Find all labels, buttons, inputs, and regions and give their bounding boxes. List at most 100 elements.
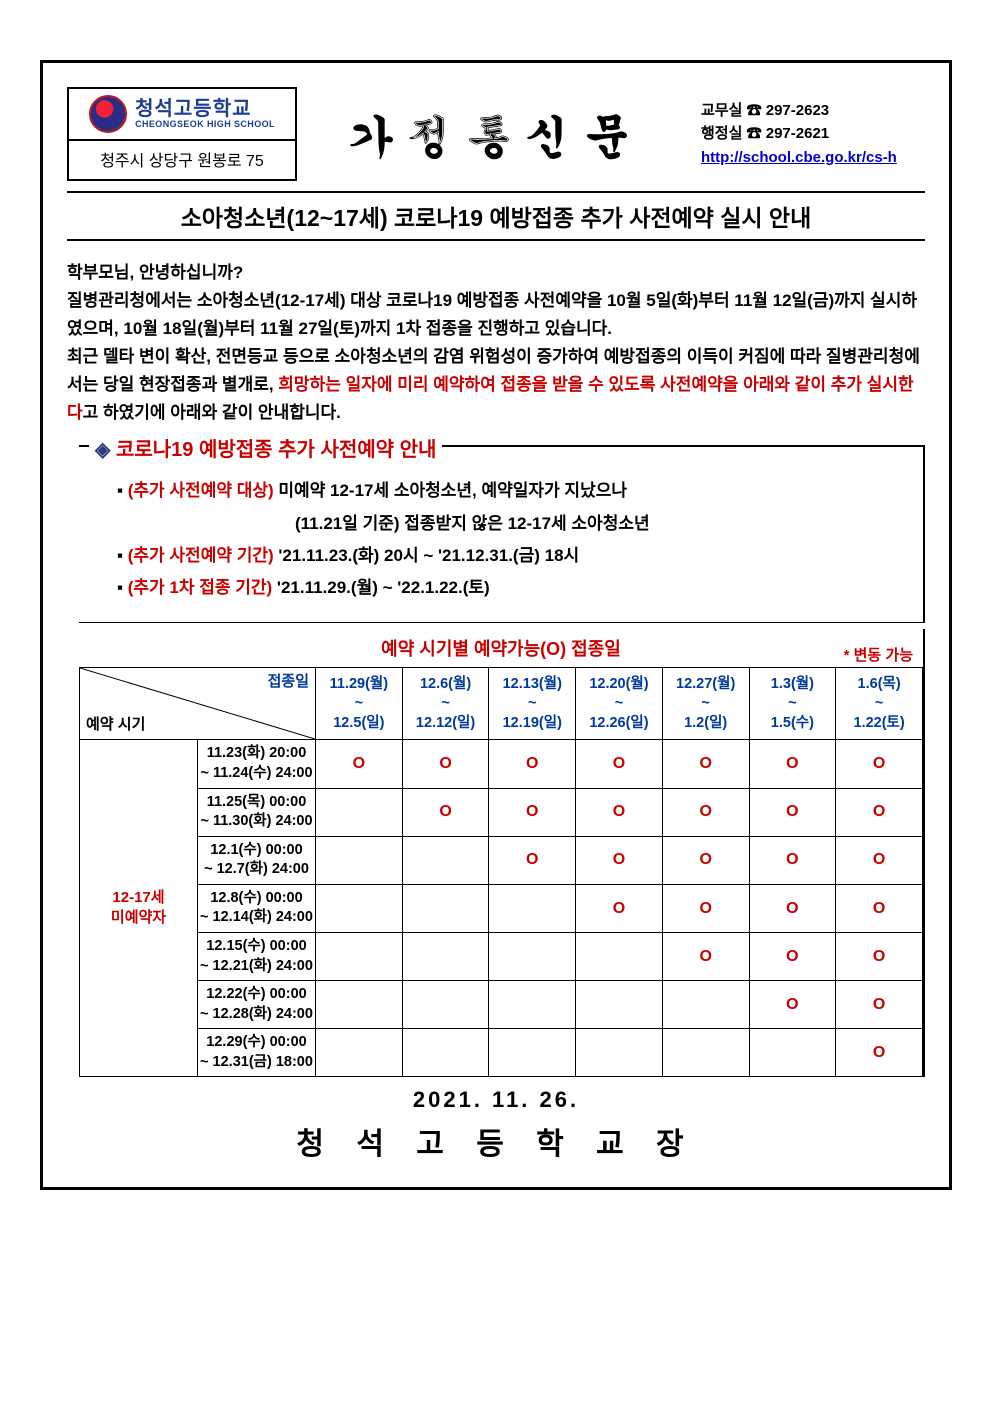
availability-cell [402, 932, 489, 980]
header: 청석고등학교 CHEONGSEOK HIGH SCHOOL 청주시 상당구 원봉… [67, 87, 925, 181]
school-name-en: CHEONGSEOK HIGH SCHOOL [135, 120, 275, 129]
col-header-2: 12.6(월)~12.12(일) [402, 668, 489, 740]
availability-cell: O [749, 788, 836, 836]
table-row: 12.8(수) 00:00~ 12.14(화) 24:00OOOO [80, 884, 923, 932]
availability-cell: O [402, 788, 489, 836]
table-body: 12-17세미예약자11.23(화) 20:00~ 11.24(수) 24:00… [80, 740, 923, 1077]
school-logo-icon [89, 95, 127, 133]
col-header-4: 12.20(월)~12.26(일) [576, 668, 663, 740]
availability-cell: O [576, 740, 663, 788]
footer-date: 2021. 11. 26. [67, 1087, 925, 1113]
period-cell: 12.8(수) 00:00~ 12.14(화) 24:00 [198, 884, 316, 932]
availability-cell: O [836, 981, 923, 1029]
availability-cell [576, 932, 663, 980]
school-website-link[interactable]: http://school.cbe.go.kr/cs-h [701, 146, 897, 169]
availability-cell: O [836, 788, 923, 836]
availability-cell: O [836, 836, 923, 884]
info-box: ◈ 코로나19 예방접종 추가 사전예약 안내 (추가 사전예약 대상) 미예약… [79, 445, 925, 623]
availability-cell: O [402, 740, 489, 788]
contact-line-1: 교무실 ☎ 297-2623 [701, 99, 829, 122]
col-header-7: 1.6(목)~1.22(토) [836, 668, 923, 740]
availability-cell [316, 884, 403, 932]
availability-cell: O [836, 1029, 923, 1077]
availability-cell [402, 836, 489, 884]
availability-cell: O [662, 884, 749, 932]
period-cell: 12.1(수) 00:00~ 12.7(화) 24:00 [198, 836, 316, 884]
body-paragraph-1: 질병관리청에서는 소아청소년(12-17세) 대상 코로나19 예방접종 사전예… [67, 287, 925, 343]
info-item-3: (추가 1차 접종 기간) '21.11.29.(월) ~ '22.1.22.(… [117, 572, 903, 604]
schedule-table-wrap: 예약 시기별 예약가능(O) 접종일 * 변동 가능 접종일 예약 시기 11.… [79, 629, 925, 1077]
col-header-1: 11.29(월)~12.5(일) [316, 668, 403, 740]
availability-cell [576, 981, 663, 1029]
availability-cell [489, 884, 576, 932]
availability-cell: O [836, 740, 923, 788]
availability-cell: O [749, 836, 836, 884]
period-cell: 11.23(화) 20:00~ 11.24(수) 24:00 [198, 740, 316, 788]
school-name-ko: 청석고등학교 [135, 99, 275, 120]
availability-cell: O [576, 788, 663, 836]
school-address: 청주시 상당구 원봉로 75 [67, 141, 297, 181]
greeting-line: 학부모님, 안녕하십니까? [67, 259, 925, 287]
availability-cell: O [489, 788, 576, 836]
table-caption: 예약 시기별 예약가능(O) 접종일 [381, 635, 621, 661]
document-frame: 청석고등학교 CHEONGSEOK HIGH SCHOOL 청주시 상당구 원봉… [40, 60, 952, 1190]
availability-cell: O [576, 836, 663, 884]
availability-cell [749, 1029, 836, 1077]
footer-signature: 청 석 고 등 학 교 장 [67, 1119, 925, 1163]
availability-cell: O [749, 740, 836, 788]
period-cell: 12.22(수) 00:00~ 12.28(화) 24:00 [198, 981, 316, 1029]
availability-cell: O [316, 740, 403, 788]
diag-top-label: 접종일 [268, 672, 309, 692]
table-row: 12-17세미예약자11.23(화) 20:00~ 11.24(수) 24:00… [80, 740, 923, 788]
info-item-1-label: (추가 사전예약 대상) [128, 481, 279, 500]
subject-title: 소아청소년(12~17세) 코로나19 예방접종 추가 사전예약 실시 안내 [67, 191, 925, 241]
availability-cell: O [749, 981, 836, 1029]
diag-bottom-label: 예약 시기 [86, 715, 145, 735]
availability-cell: O [662, 788, 749, 836]
availability-cell: O [662, 932, 749, 980]
info-item-1: (추가 사전예약 대상) 미예약 12-17세 소아청소년, 예약일자가 지났으… [117, 475, 903, 540]
period-cell: 12.29(수) 00:00~ 12.31(금) 18:00 [198, 1029, 316, 1077]
info-item-2: (추가 사전예약 기간) '21.11.23.(화) 20시 ~ '21.12.… [117, 540, 903, 572]
table-row: 12.29(수) 00:00~ 12.31(금) 18:00 O [80, 1029, 923, 1077]
contact-line-2: 행정실 ☎ 297-2621 [701, 122, 829, 145]
header-contacts: 교무실 ☎ 297-2623 행정실 ☎ 297-2621 http://sch… [695, 87, 925, 181]
body-text: 학부모님, 안녕하십니까? 질병관리청에서는 소아청소년(12-17세) 대상 … [67, 259, 925, 427]
availability-cell: O [489, 740, 576, 788]
availability-cell [316, 788, 403, 836]
school-name-text: 청석고등학교 CHEONGSEOK HIGH SCHOOL [135, 99, 275, 129]
availability-cell: O [836, 884, 923, 932]
body-p2-post: 고 하였기에 아래와 같이 안내합니다. [83, 403, 341, 422]
availability-cell [576, 1029, 663, 1077]
table-row: 11.25(목) 00:00~ 11.30(화) 24:00OOOOOO [80, 788, 923, 836]
info-title-text: 코로나19 예방접종 추가 사전예약 안내 [116, 439, 436, 461]
info-item-3-label: (추가 1차 접종 기간) [128, 578, 277, 597]
availability-cell: O [749, 932, 836, 980]
availability-cell [662, 1029, 749, 1077]
availability-cell: O [836, 932, 923, 980]
header-left: 청석고등학교 CHEONGSEOK HIGH SCHOOL 청주시 상당구 원봉… [67, 87, 297, 181]
col-header-5: 12.27(월)~1.2(일) [662, 668, 749, 740]
info-item-2-label: (추가 사전예약 기간) [128, 546, 279, 565]
info-item-3-text: '21.11.29.(월) ~ '22.1.22.(토) [277, 578, 490, 597]
availability-cell: O [576, 884, 663, 932]
school-name-box: 청석고등학교 CHEONGSEOK HIGH SCHOOL [67, 87, 297, 141]
diagonal-header-cell: 접종일 예약 시기 [80, 668, 316, 740]
period-cell: 11.25(목) 00:00~ 11.30(화) 24:00 [198, 788, 316, 836]
availability-cell [316, 836, 403, 884]
availability-cell: O [749, 884, 836, 932]
col-header-3: 12.13(월)~12.19(일) [489, 668, 576, 740]
table-row: 12.1(수) 00:00~ 12.7(화) 24:00OOOOO [80, 836, 923, 884]
diamond-icon: ◈ [95, 439, 116, 461]
availability-cell: O [662, 740, 749, 788]
body-paragraph-2: 최근 델타 변이 확산, 전면등교 등으로 소아청소년의 감염 위험성이 증가하… [67, 343, 925, 427]
table-note: * 변동 가능 [844, 644, 913, 665]
schedule-table: 접종일 예약 시기 11.29(월)~12.5(일) 12.6(월)~12.12… [79, 667, 923, 1077]
col-header-6: 1.3(월)~1.5(수) [749, 668, 836, 740]
availability-cell [316, 981, 403, 1029]
row-group-label: 12-17세미예약자 [80, 740, 198, 1077]
table-row: 12.22(수) 00:00~ 12.28(화) 24:00 OO [80, 981, 923, 1029]
info-list: (추가 사전예약 대상) 미예약 12-17세 소아청소년, 예약일자가 지났으… [117, 475, 903, 604]
availability-cell [489, 932, 576, 980]
info-item-2-text: '21.11.23.(화) 20시 ~ '21.12.31.(금) 18시 [278, 546, 579, 565]
